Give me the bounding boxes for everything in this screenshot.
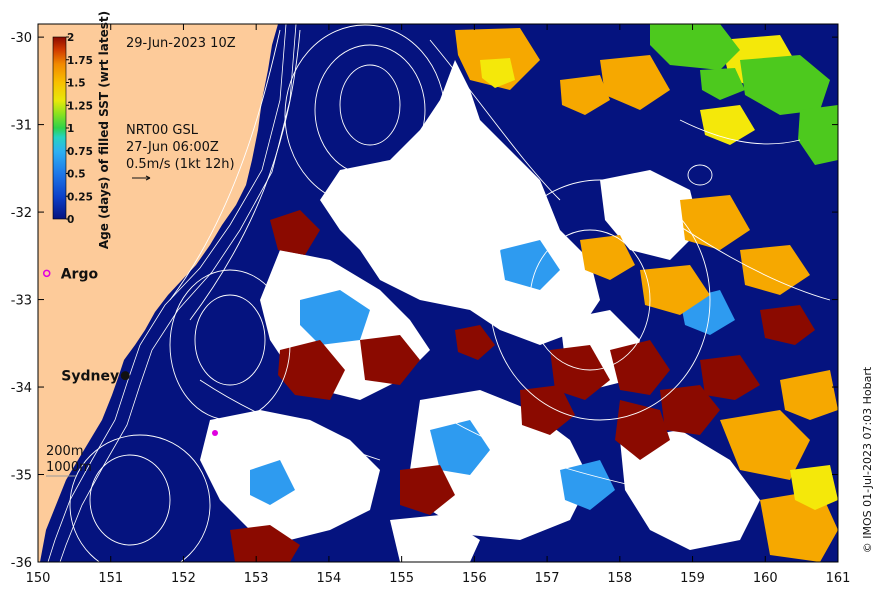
lon-tick-label: 161 xyxy=(826,571,851,586)
isobaths xyxy=(47,24,297,562)
colorbar-gradient xyxy=(52,36,67,220)
lon-tick-label: 154 xyxy=(316,571,341,586)
map-plot-area xyxy=(38,24,838,562)
lon-tick-label: 159 xyxy=(680,571,705,586)
current-time: 27-Jun 06:00Z xyxy=(126,140,219,155)
colorbar-tick-label: 1 xyxy=(67,123,74,135)
colorbar-tick-label: 0.25 xyxy=(67,191,93,203)
lon-tick-label: 156 xyxy=(462,571,487,586)
latitude-axis: -30 -31 -32 -33 -34 -35 -36 xyxy=(11,31,838,571)
colorbar-tick-label: 0.75 xyxy=(67,146,93,158)
lon-tick-label: 150 xyxy=(26,571,51,586)
longitude-axis: 150 151 152 153 154 155 156 157 158 159 160 161 xyxy=(26,24,851,586)
colorbar-tick-label: 2 xyxy=(67,32,74,44)
lat-tick-label: -30 xyxy=(11,31,32,46)
colorbar-tick-label: 0 xyxy=(67,214,74,226)
colorbar: 2 1.75 1.5 1.25 1 0.75 0.5 0.25 0 Age (days) of … xyxy=(52,11,111,249)
sydney-marker xyxy=(120,371,130,381)
plot-frame xyxy=(37,23,839,563)
copyright-label: © IMOS 01-Jul-2023 07:03 Hobart xyxy=(861,366,874,553)
lat-tick-label: -36 xyxy=(11,556,32,571)
colorbar-tick-label: 1.5 xyxy=(67,78,86,90)
land-australia xyxy=(38,24,278,562)
lat-tick-label: -34 xyxy=(11,381,32,396)
place-label-argo: Argo xyxy=(61,266,99,282)
lon-tick-label: 160 xyxy=(753,571,778,586)
depth-label-200m: 200m xyxy=(46,444,83,459)
lon-tick-label: 153 xyxy=(244,571,269,586)
age-light-blue-patches xyxy=(250,240,735,510)
colorbar-tick-label: 1.25 xyxy=(67,100,93,112)
lon-tick-label: 157 xyxy=(535,571,560,586)
argo-float-marker-2[interactable] xyxy=(212,430,218,436)
colorbar-title: Age (days) of filled SST (wrt latest) xyxy=(97,11,111,249)
age-orange-patches xyxy=(455,28,838,562)
lon-tick-label: 158 xyxy=(607,571,632,586)
lon-tick-label: 151 xyxy=(98,571,123,586)
colorbar-tick-label: 0.5 xyxy=(67,169,86,181)
lat-tick-label: -32 xyxy=(11,206,32,221)
ssh-contours xyxy=(69,24,831,562)
scale-arrow xyxy=(132,175,151,181)
colorbar-tick-label: 1.75 xyxy=(67,55,93,67)
depth-label-1000m: 1000m xyxy=(46,460,92,475)
current-source: NRT00 GSL xyxy=(126,123,199,138)
lon-tick-label: 155 xyxy=(389,571,414,586)
place-label-sydney: Sydney xyxy=(61,369,119,385)
age-green-patches xyxy=(650,24,838,165)
age-dark-red-patches xyxy=(230,210,815,562)
lat-tick-label: -35 xyxy=(11,469,32,484)
argo-float-marker[interactable] xyxy=(42,269,51,278)
date-label: 29-Jun-2023 10Z xyxy=(126,36,236,51)
lat-tick-label: -31 xyxy=(11,119,32,134)
lon-tick-label: 152 xyxy=(171,571,196,586)
lat-tick-label: -33 xyxy=(11,294,32,309)
vector-scale: 0.5m/s (1kt 12h) xyxy=(126,157,235,172)
